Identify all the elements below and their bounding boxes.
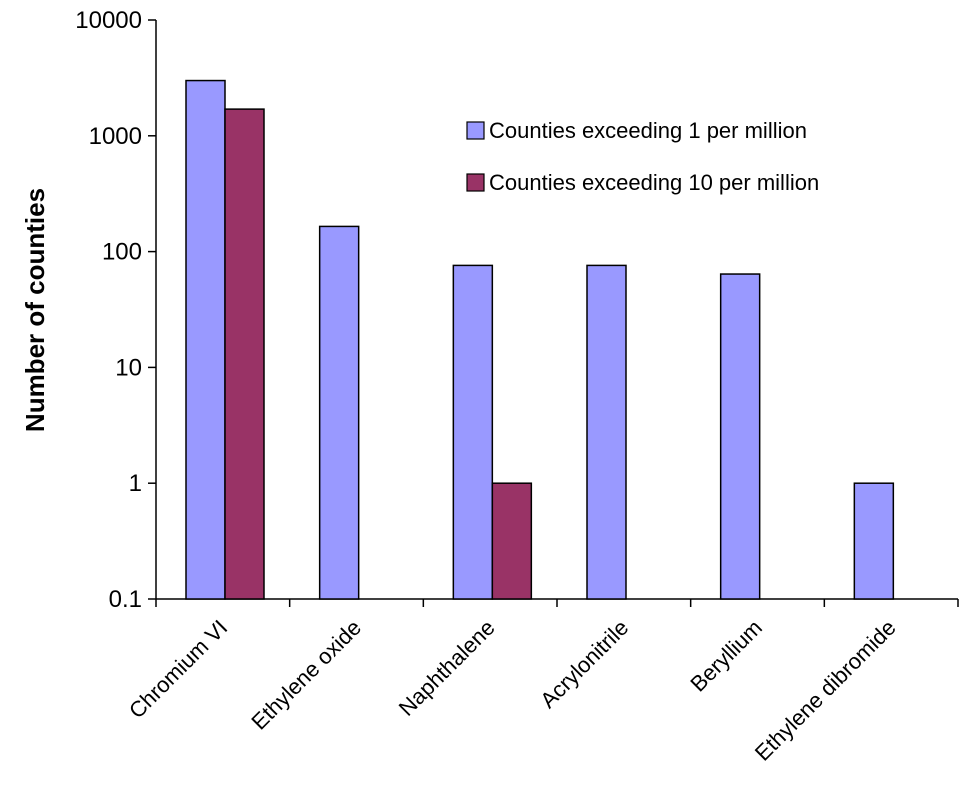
x-tick-label: Naphthalene [394,615,500,721]
x-tick-label: Acrylonitrile [535,615,633,713]
bar [853,482,895,600]
bar [185,79,226,600]
y-tick-label: 1000 [89,123,142,150]
y-axis-label: Number of counties [20,188,50,432]
bar [719,273,761,600]
bar [318,225,360,600]
y-tick-label: 1 [129,470,142,497]
x-tick-label: Ethylene dibromide [750,615,901,766]
legend-label: Counties exceeding 1 per million [489,118,807,143]
bar [586,264,627,600]
x-tick-label: Chromium VI [124,615,232,723]
bars [185,79,895,600]
legend: Counties exceeding 1 per million Counties… [466,118,819,195]
bar [224,108,265,600]
y-tick-label: 10 [115,354,142,381]
bar [491,482,533,600]
x-tick-label: Beryllium [685,615,767,697]
bar [452,264,494,600]
y-tick-label: 10000 [75,7,142,34]
x-axis: Chromium VI Ethylene oxide Naphthalene Acry… [124,598,959,766]
x-tick-label: Ethylene oxide [246,615,366,735]
legend-swatch [466,121,485,140]
legend-swatch [466,173,485,192]
y-tick-label: 100 [102,239,142,266]
legend-label: Counties exceeding 10 per million [489,170,819,195]
y-axis: 0.1 1 10 100 1000 10000 [75,7,157,613]
y-tick-label: 0.1 [109,586,142,613]
